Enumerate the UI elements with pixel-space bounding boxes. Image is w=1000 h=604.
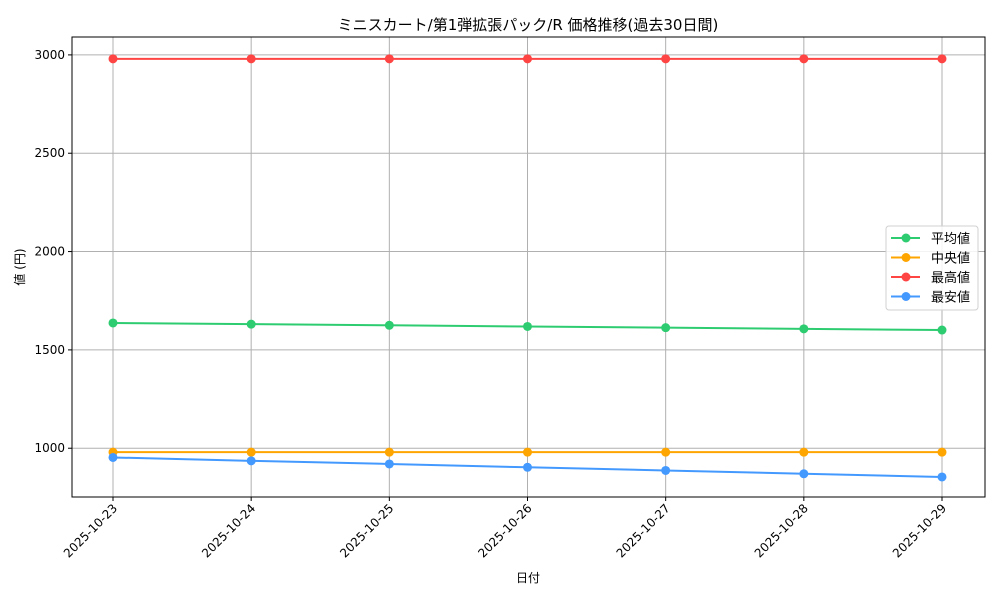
data-point <box>523 447 532 457</box>
data-point <box>937 325 947 335</box>
data-point <box>523 462 532 472</box>
data-point <box>108 318 118 328</box>
x-axis: 2025-10-23 2025-10-24 2025-10-25 2025-10-26… <box>61 497 949 560</box>
data-point <box>246 447 256 457</box>
data-point <box>108 452 118 462</box>
data-point <box>937 54 947 64</box>
x-tick-label: 2025-10-28 <box>752 501 811 560</box>
data-point <box>661 323 671 333</box>
series-0 <box>108 318 947 335</box>
x-tick-label: 2025-10-29 <box>890 501 949 560</box>
x-tick-label: 2025-10-25 <box>337 501 396 560</box>
legend-box <box>885 225 979 311</box>
legend-label: 最安値 <box>931 290 970 306</box>
series-2 <box>108 54 947 64</box>
data-point <box>384 459 394 469</box>
data-point <box>523 54 532 64</box>
data-point <box>246 319 256 329</box>
data-point <box>799 324 809 334</box>
x-tick-label: 2025-10-23 <box>61 501 120 560</box>
data-point <box>108 54 118 64</box>
data-point <box>384 447 394 457</box>
plot-frame <box>71 36 986 498</box>
x-tick-label: 2025-10-24 <box>199 501 258 560</box>
legend-marker <box>901 272 911 282</box>
y-tick-label: 1500 <box>34 343 65 357</box>
data-point <box>799 469 809 479</box>
series-3 <box>108 452 947 482</box>
legend-marker <box>901 292 911 301</box>
data-point <box>937 472 947 482</box>
y-axis-label: 値 (円) <box>12 248 27 285</box>
y-tick-label: 2500 <box>34 146 65 160</box>
data-point <box>799 447 809 457</box>
grid <box>72 37 985 497</box>
legend-marker <box>901 233 911 243</box>
y-tick-label: 2000 <box>34 245 65 259</box>
data-point <box>799 54 809 64</box>
legend-label: 最高値 <box>931 270 970 286</box>
legend-label: 中央値 <box>931 251 970 267</box>
legend-marker <box>901 253 911 262</box>
y-axis: 1000 1500 2000 2500 3000 <box>34 48 72 455</box>
y-tick-label: 3000 <box>34 48 65 62</box>
x-tick-label: 2025-10-27 <box>614 501 673 560</box>
data-point <box>523 321 532 331</box>
data-point <box>937 447 947 457</box>
data-point <box>661 447 671 457</box>
legend-label: 平均値 <box>931 231 970 247</box>
data-point <box>384 320 394 330</box>
data-point <box>384 54 394 64</box>
data-point <box>246 456 256 466</box>
y-tick-label: 1000 <box>34 441 65 455</box>
data-point <box>246 54 256 64</box>
chart-title: ミニスカート/第1弾拡張パック/R 価格推移(過去30日間) <box>338 16 719 34</box>
data-point <box>661 54 671 64</box>
series-layer <box>108 54 947 482</box>
series-1 <box>108 447 947 457</box>
data-point <box>661 465 671 475</box>
x-axis-label: 日付 <box>516 571 540 585</box>
x-tick-label: 2025-10-26 <box>475 501 534 560</box>
